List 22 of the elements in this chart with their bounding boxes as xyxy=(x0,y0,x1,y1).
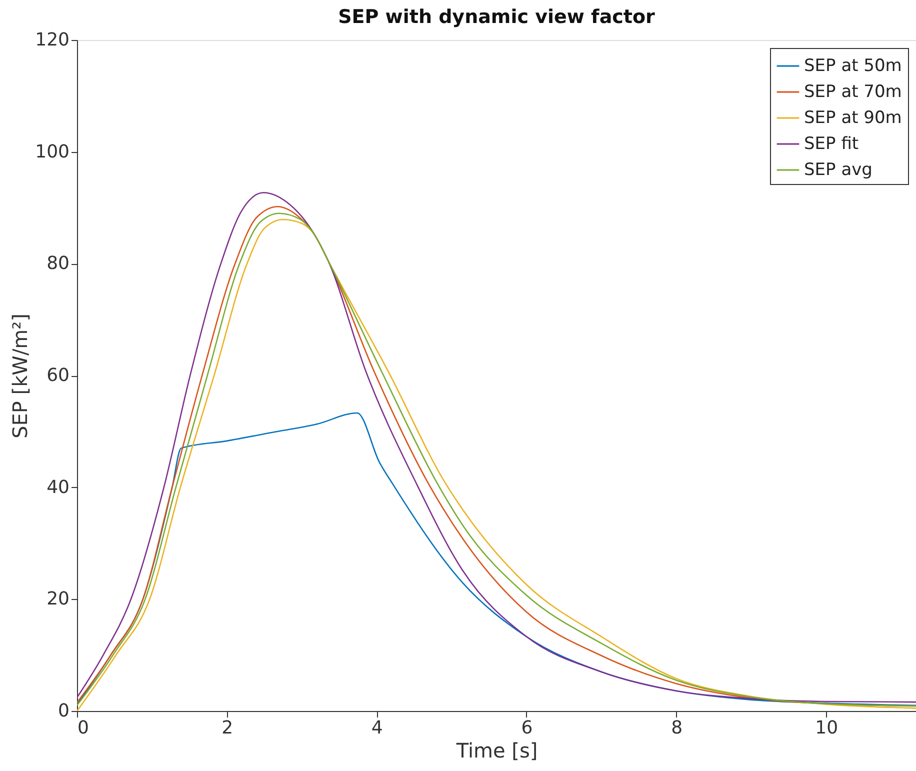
y-tick-label: 40 xyxy=(46,476,70,498)
y-axis-title: SEP [kW/m²] xyxy=(8,314,32,438)
y-tick-label: 20 xyxy=(46,588,70,610)
legend-label: SEP avg xyxy=(804,160,872,180)
y-tick-label: 120 xyxy=(35,30,70,50)
x-tick-label: 2 xyxy=(222,718,234,738)
legend-label: SEP fit xyxy=(804,134,859,154)
x-tick-label: 0 xyxy=(78,718,89,738)
y-tick-label: 0 xyxy=(58,700,70,722)
x-tick-label: 6 xyxy=(521,718,533,738)
y-tick-label: 60 xyxy=(46,365,70,386)
legend-label: SEP at 70m xyxy=(804,82,902,102)
legend-label: SEP at 90m xyxy=(804,108,902,128)
x-tick-label: 8 xyxy=(671,718,683,738)
y-tick-label: 80 xyxy=(46,253,70,274)
x-axis-title: Time [s] xyxy=(455,738,538,762)
x-tick-label: 4 xyxy=(371,718,383,738)
legend-label: SEP at 50m xyxy=(804,56,902,76)
line-series xyxy=(77,412,916,706)
y-tick-label: 100 xyxy=(35,141,70,162)
x-tick-label: 10 xyxy=(815,718,838,738)
chart-title: SEP with dynamic view factor xyxy=(338,6,656,28)
